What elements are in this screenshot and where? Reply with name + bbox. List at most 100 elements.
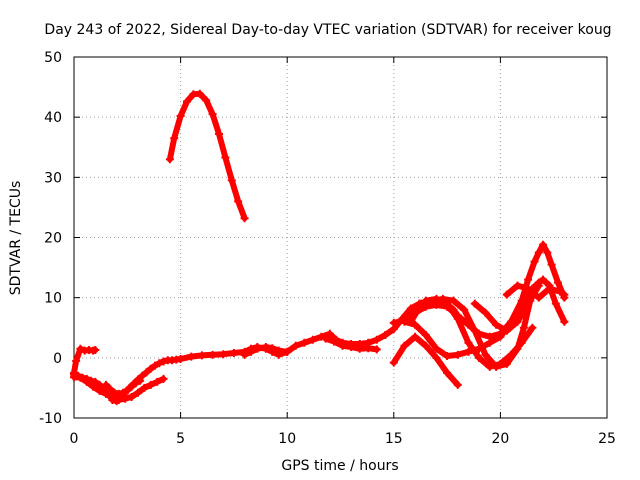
data-point-marker: [539, 275, 548, 284]
data-point-marker: [443, 299, 452, 308]
data-point-marker: [176, 355, 185, 364]
data-point-marker: [502, 290, 511, 299]
y-tick-label: 0: [53, 351, 62, 367]
data-point-marker: [155, 359, 164, 368]
data-point-marker: [202, 96, 211, 105]
data-point-marker: [208, 350, 217, 359]
data-point-marker: [460, 305, 469, 314]
data-point-marker: [551, 299, 560, 308]
data-point-marker: [138, 371, 147, 380]
data-point-marker: [176, 111, 185, 120]
y-tick-label: 20: [44, 231, 62, 247]
data-point-marker: [229, 349, 238, 358]
data-point-marker: [470, 299, 479, 308]
data-point-marker: [195, 89, 204, 98]
data-point-marker: [187, 352, 196, 361]
data-point-marker: [234, 197, 243, 206]
data-point-marker: [364, 344, 373, 353]
data-point-marker: [142, 368, 151, 377]
data-point-marker: [127, 382, 136, 391]
data-point-marker: [208, 110, 217, 119]
data-point-marker: [76, 344, 85, 353]
data-point-marker: [123, 386, 132, 395]
data-point-marker: [421, 296, 430, 305]
data-point-marker: [528, 323, 537, 332]
y-tick-label: 40: [44, 110, 62, 126]
x-tick-label: 15: [385, 431, 403, 447]
data-point-marker: [140, 383, 149, 392]
data-point-marker: [110, 388, 119, 397]
data-point-marker: [453, 350, 462, 359]
data-point-marker: [197, 351, 206, 360]
data-point-marker: [432, 344, 441, 353]
data-point-marker: [464, 338, 473, 347]
x-tick-label: 25: [598, 431, 616, 447]
data-point-marker: [119, 388, 128, 397]
data-point-marker: [321, 334, 330, 343]
data-point-marker: [389, 358, 398, 367]
data-point-marker: [291, 341, 300, 350]
data-series: [70, 89, 569, 406]
data-point-marker: [146, 380, 155, 389]
data-point-marker: [372, 345, 381, 354]
data-point-marker: [338, 341, 347, 350]
data-point-marker: [274, 346, 283, 355]
data-point-marker: [534, 248, 543, 257]
data-point-marker: [443, 368, 452, 377]
x-tick-label: 5: [176, 431, 185, 447]
y-tick-label: 10: [44, 291, 62, 307]
data-point-marker: [106, 385, 115, 394]
data-point-marker: [131, 379, 140, 388]
data-point-marker: [485, 338, 494, 347]
data-point-marker: [72, 356, 81, 365]
data-point-marker: [91, 346, 100, 355]
data-point-marker: [496, 332, 505, 341]
x-axis-label: GPS time / hours: [281, 458, 398, 474]
data-point-marker: [219, 350, 228, 359]
data-point-marker: [556, 287, 565, 296]
data-point-marker: [159, 374, 168, 383]
data-point-marker: [519, 323, 528, 332]
data-point-marker: [221, 153, 230, 162]
data-point-marker: [268, 344, 277, 353]
y-axis-label: SDTVAR / TECUs: [8, 181, 24, 296]
x-tick-label: 0: [70, 431, 79, 447]
data-point-marker: [453, 314, 462, 323]
y-tick-label: 50: [44, 50, 62, 66]
data-point-marker: [539, 240, 548, 249]
data-point-marker: [524, 284, 533, 293]
data-point-marker: [153, 377, 162, 386]
data-point-marker: [308, 335, 317, 344]
data-point-marker: [246, 347, 255, 356]
data-point-marker: [95, 386, 104, 395]
data-point-marker: [470, 326, 479, 335]
data-point-marker: [449, 296, 458, 305]
data-point-marker: [182, 97, 191, 106]
data-point-marker: [253, 344, 262, 353]
x-tick-label: 20: [491, 431, 509, 447]
data-point-marker: [121, 394, 130, 403]
data-point-marker: [240, 350, 249, 359]
data-point-marker: [114, 389, 123, 398]
data-point-marker: [411, 320, 420, 329]
data-point-marker: [530, 257, 539, 266]
data-point-marker: [513, 317, 522, 326]
data-point-marker: [133, 388, 142, 397]
data-point-marker: [432, 353, 441, 362]
data-point-marker: [82, 377, 91, 386]
data-point-marker: [524, 275, 533, 284]
data-point-marker: [127, 392, 136, 401]
data-point-marker: [372, 335, 381, 344]
axis-ticks: 0 5 10 15 20 25 -10 0 10 20 30 40 50: [39, 50, 616, 447]
data-point-marker: [432, 294, 441, 303]
data-point-marker: [261, 343, 270, 352]
data-point-marker: [283, 347, 292, 356]
data-point-marker: [560, 317, 569, 326]
data-point-marker: [347, 343, 356, 352]
data-point-marker: [547, 260, 556, 269]
data-point-marker: [101, 389, 110, 398]
data-point-marker: [543, 248, 552, 257]
data-point-marker: [496, 359, 505, 368]
data-point-marker: [165, 155, 174, 164]
